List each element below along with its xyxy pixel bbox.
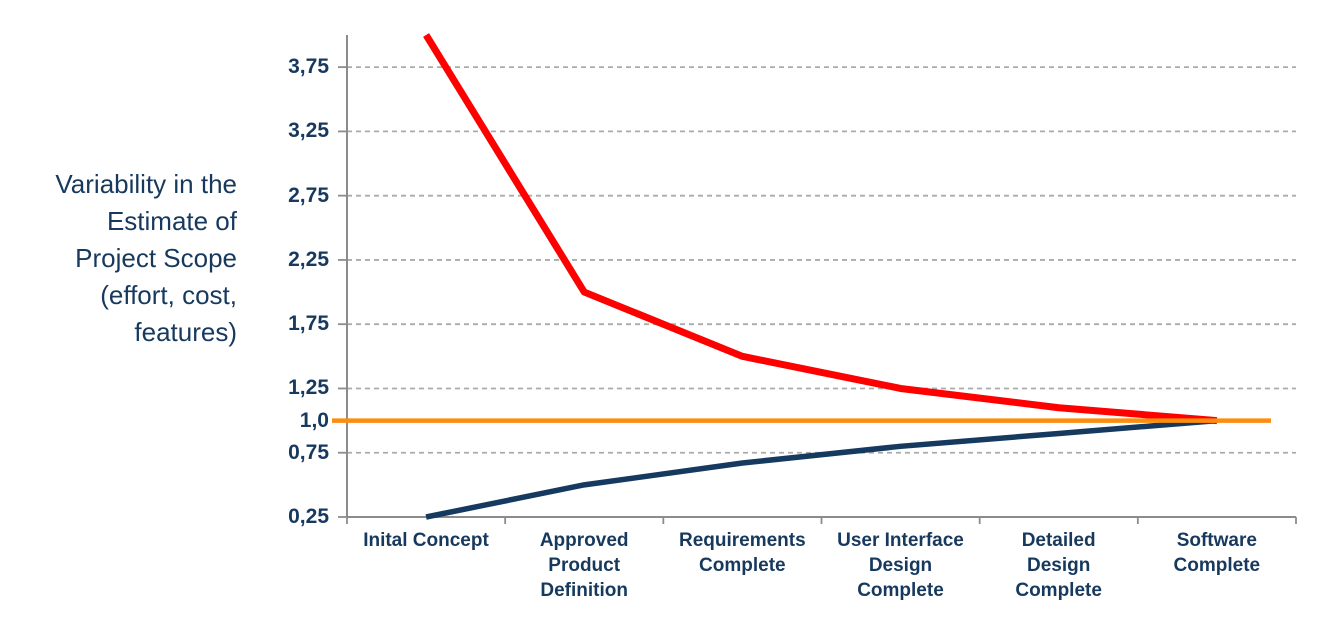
x-tick-label: Software Complete — [1173, 530, 1261, 576]
series-high-estimate-line — [423, 33, 1218, 425]
x-tick-label: User Interface Design Complete — [837, 530, 964, 601]
x-tick-label: Approved Product Definition — [539, 530, 629, 601]
y-axis-title: Variability in the Estimate of Project S… — [55, 169, 237, 347]
x-tick-label: Requirements Complete — [678, 530, 806, 576]
y-tick-label: 3,25 — [288, 119, 329, 143]
x-tick-label: Detailed Design Complete — [1015, 530, 1102, 601]
y-tick-label: 1,75 — [288, 312, 329, 336]
y-tick-label: 0,75 — [288, 440, 329, 464]
y-tick-label: 0,25 — [288, 505, 329, 528]
y-tick-label: 2,25 — [288, 247, 329, 271]
y-tick-label: 1,0 — [299, 408, 329, 432]
series-low-estimate-line — [425, 417, 1218, 520]
y-tick-label: 3,75 — [288, 55, 329, 79]
y-tick-label: 1,25 — [288, 376, 329, 400]
x-tick-label: Inital Concept — [363, 530, 489, 551]
y-tick-label: 2,75 — [288, 183, 329, 207]
